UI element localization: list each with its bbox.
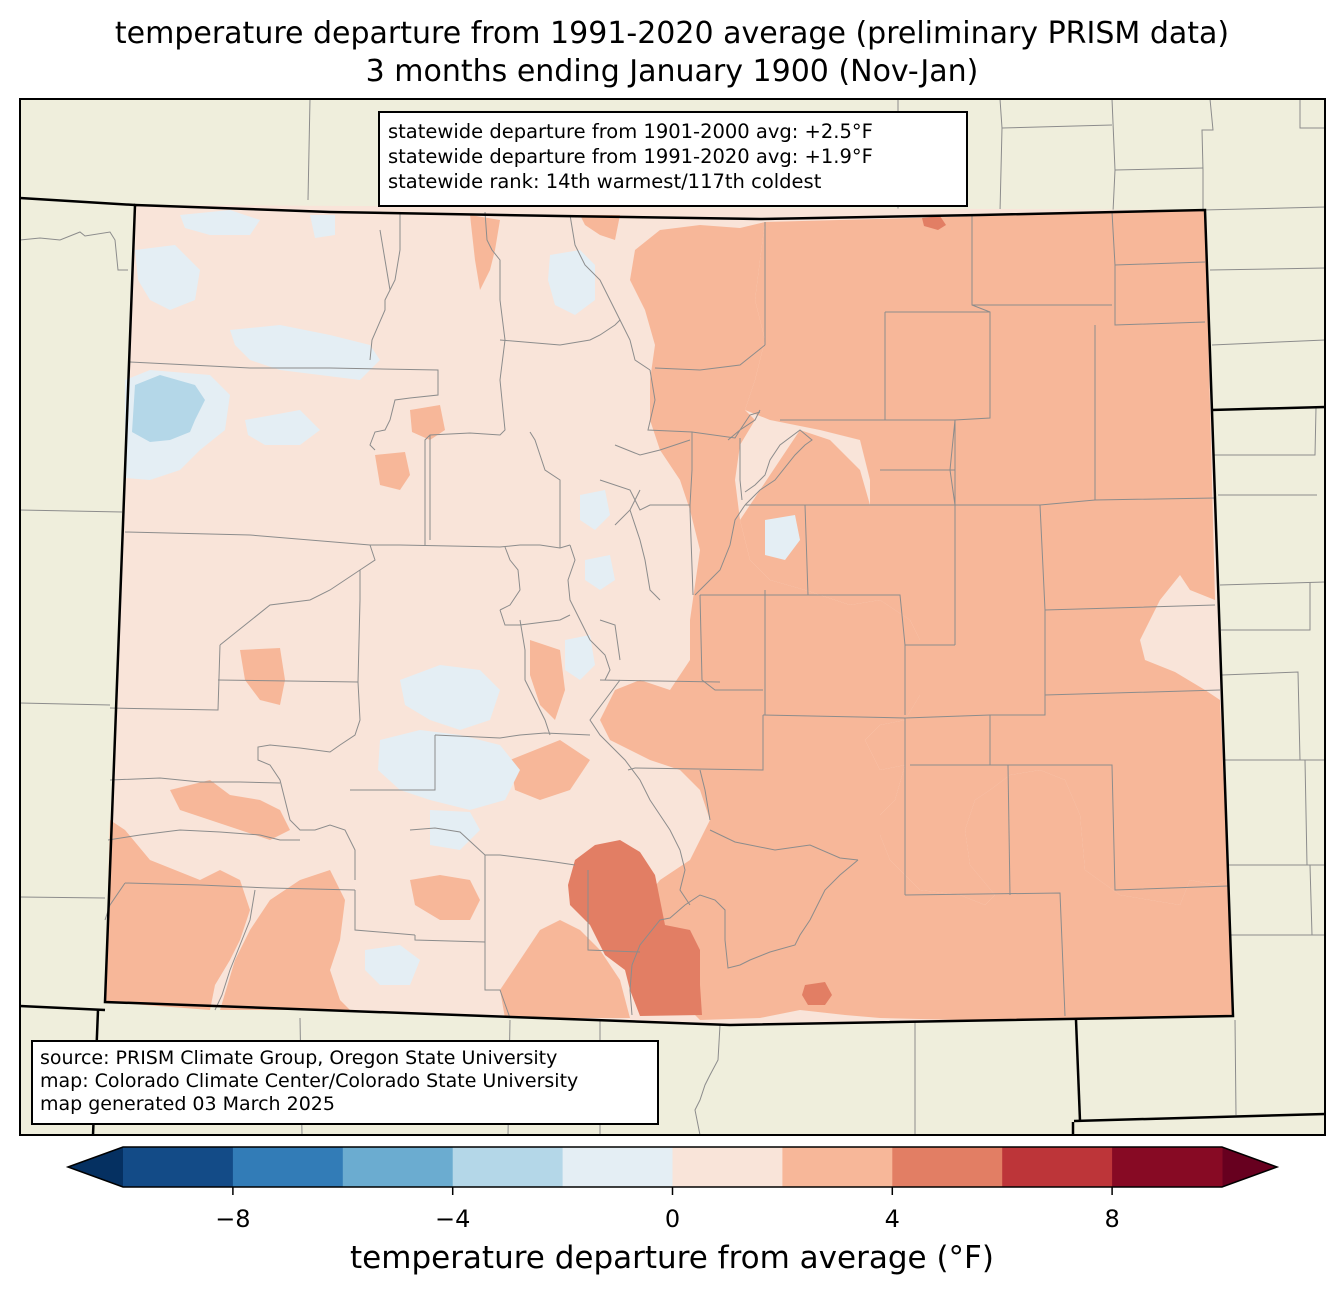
colorbar-outline <box>65 1146 1280 1188</box>
colorbar-under-extension <box>68 1147 123 1187</box>
hot-anomaly-regions <box>568 216 946 1016</box>
colorbar-over-extension <box>1222 1147 1277 1187</box>
colorbar-tick-label: 4 <box>884 1205 900 1233</box>
colorbar-bin <box>342 1147 454 1187</box>
map-subtitle: 3 months ending January 1900 (Nov-Jan) <box>365 54 979 89</box>
stats-line-3: statewide rank: 14th warmest/117th colde… <box>388 170 822 193</box>
colorbar-tick-label: 0 <box>664 1205 681 1233</box>
stats-line-1: statewide departure from 1901-2000 avg: … <box>388 120 873 143</box>
colorbar-label: temperature departure from average (°F) <box>350 1240 994 1276</box>
colorbar-bin <box>892 1147 1003 1187</box>
source-line-3: map generated 03 March 2025 <box>40 1093 335 1115</box>
map-title: temperature departure from 1991-2020 ave… <box>114 16 1230 51</box>
county-lines <box>104 211 1229 1019</box>
colorado-boundary <box>103 203 1235 1027</box>
colorbar-tick-label: −4 <box>434 1205 471 1233</box>
colorbar-bin <box>452 1147 564 1187</box>
colorbar-bin <box>232 1147 344 1187</box>
neighbor-county-lines <box>19 98 1326 1136</box>
warm-anomaly-regions <box>105 210 1233 1020</box>
colorbar-bin <box>782 1147 893 1187</box>
cold-anomaly-region <box>132 375 205 442</box>
stats-line-2: statewide departure from 1991-2020 avg: … <box>388 145 873 168</box>
colorbar-bin <box>672 1147 783 1187</box>
source-box: source: PRISM Climate Group, Oregon Stat… <box>31 1040 659 1125</box>
colorbar-bin <box>1112 1147 1223 1187</box>
colorbar-bin <box>123 1147 234 1187</box>
source-line-2: map: Colorado Climate Center/Colorado St… <box>40 1070 579 1092</box>
source-line-1: source: PRISM Climate Group, Oregon Stat… <box>40 1047 558 1069</box>
colorbar-tick-label: −8 <box>215 1205 251 1233</box>
colorbar <box>65 1146 1280 1195</box>
colorbar-tick-label: 8 <box>1104 1205 1120 1233</box>
neighbor-state-lines <box>19 196 1326 1136</box>
colorbar-bin <box>1002 1147 1113 1187</box>
colorbar-bin <box>562 1147 673 1187</box>
statewide-stats-box: statewide departure from 1901-2000 avg: … <box>378 111 968 207</box>
map-border <box>19 98 1326 1136</box>
